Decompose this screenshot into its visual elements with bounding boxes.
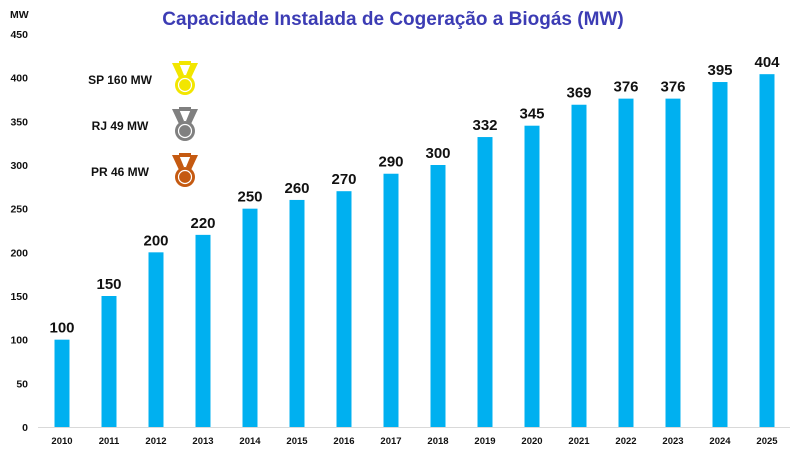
bar bbox=[101, 296, 117, 427]
data-label: 270 bbox=[331, 171, 356, 188]
y-tick-label: 350 bbox=[10, 116, 28, 128]
data-label: 376 bbox=[660, 79, 685, 96]
bar bbox=[665, 98, 681, 428]
data-label: 100 bbox=[49, 320, 74, 337]
y-tick-label: 50 bbox=[16, 378, 28, 390]
bar bbox=[195, 234, 211, 427]
bar bbox=[477, 137, 493, 427]
data-label: 332 bbox=[472, 117, 497, 134]
bar bbox=[148, 252, 164, 427]
bar bbox=[336, 191, 352, 427]
data-label: 395 bbox=[707, 62, 732, 79]
y-tick-label: 100 bbox=[10, 335, 28, 347]
bar bbox=[242, 208, 258, 427]
x-tick-label: 2022 bbox=[615, 436, 636, 447]
y-tick-label: 200 bbox=[10, 247, 28, 259]
x-tick-label: 2014 bbox=[239, 436, 261, 447]
y-tick-label: 250 bbox=[10, 204, 28, 216]
bar bbox=[54, 339, 70, 427]
y-tick-label: 0 bbox=[22, 422, 28, 434]
x-tick-label: 2023 bbox=[662, 436, 683, 447]
medal-label: RJ 49 MW bbox=[92, 119, 149, 133]
bar bbox=[712, 82, 728, 428]
data-label: 404 bbox=[754, 54, 780, 71]
data-label: 150 bbox=[96, 276, 121, 293]
x-tick-label: 2020 bbox=[521, 436, 542, 447]
x-tick-label: 2021 bbox=[568, 436, 590, 447]
data-label: 250 bbox=[237, 189, 262, 206]
y-tick-label: 150 bbox=[10, 291, 28, 303]
silver-medal-icon bbox=[172, 107, 198, 141]
data-label: 220 bbox=[190, 215, 215, 232]
y-tick-label: 400 bbox=[10, 73, 28, 85]
data-label: 345 bbox=[519, 106, 544, 123]
bar bbox=[383, 173, 399, 427]
gold-medal-icon bbox=[172, 61, 198, 95]
data-label: 260 bbox=[284, 180, 309, 197]
bar bbox=[430, 165, 446, 427]
x-tick-label: 2017 bbox=[380, 436, 401, 447]
x-tick-label: 2012 bbox=[145, 436, 166, 447]
bar bbox=[571, 104, 587, 428]
x-tick-label: 2019 bbox=[474, 436, 495, 447]
y-axis-label: MW bbox=[10, 9, 29, 21]
x-tick-label: 2018 bbox=[427, 436, 448, 447]
chart-title: Capacidade Instalada de Cogeração a Biog… bbox=[162, 9, 623, 30]
medal-label: PR 46 MW bbox=[91, 165, 150, 179]
data-label: 290 bbox=[378, 154, 403, 171]
x-tick-label: 2024 bbox=[709, 436, 731, 447]
bar bbox=[289, 199, 305, 427]
x-tick-label: 2011 bbox=[99, 436, 120, 447]
bronze-medal-icon bbox=[172, 153, 198, 187]
bar bbox=[759, 74, 775, 427]
x-tick-label: 2010 bbox=[51, 436, 72, 447]
data-label: 300 bbox=[425, 145, 450, 162]
x-tick-label: 2013 bbox=[192, 436, 213, 447]
y-tick-label: 300 bbox=[10, 160, 28, 172]
x-tick-label: 2016 bbox=[333, 436, 354, 447]
x-tick-label: 2025 bbox=[756, 436, 778, 447]
y-tick-label: 450 bbox=[10, 29, 28, 41]
bar bbox=[524, 125, 540, 427]
data-label: 376 bbox=[613, 79, 638, 96]
x-tick-label: 2015 bbox=[286, 436, 308, 447]
bar bbox=[618, 98, 634, 428]
data-label: 200 bbox=[143, 232, 168, 249]
data-label: 369 bbox=[566, 85, 591, 102]
medal-label: SP 160 MW bbox=[88, 73, 152, 87]
